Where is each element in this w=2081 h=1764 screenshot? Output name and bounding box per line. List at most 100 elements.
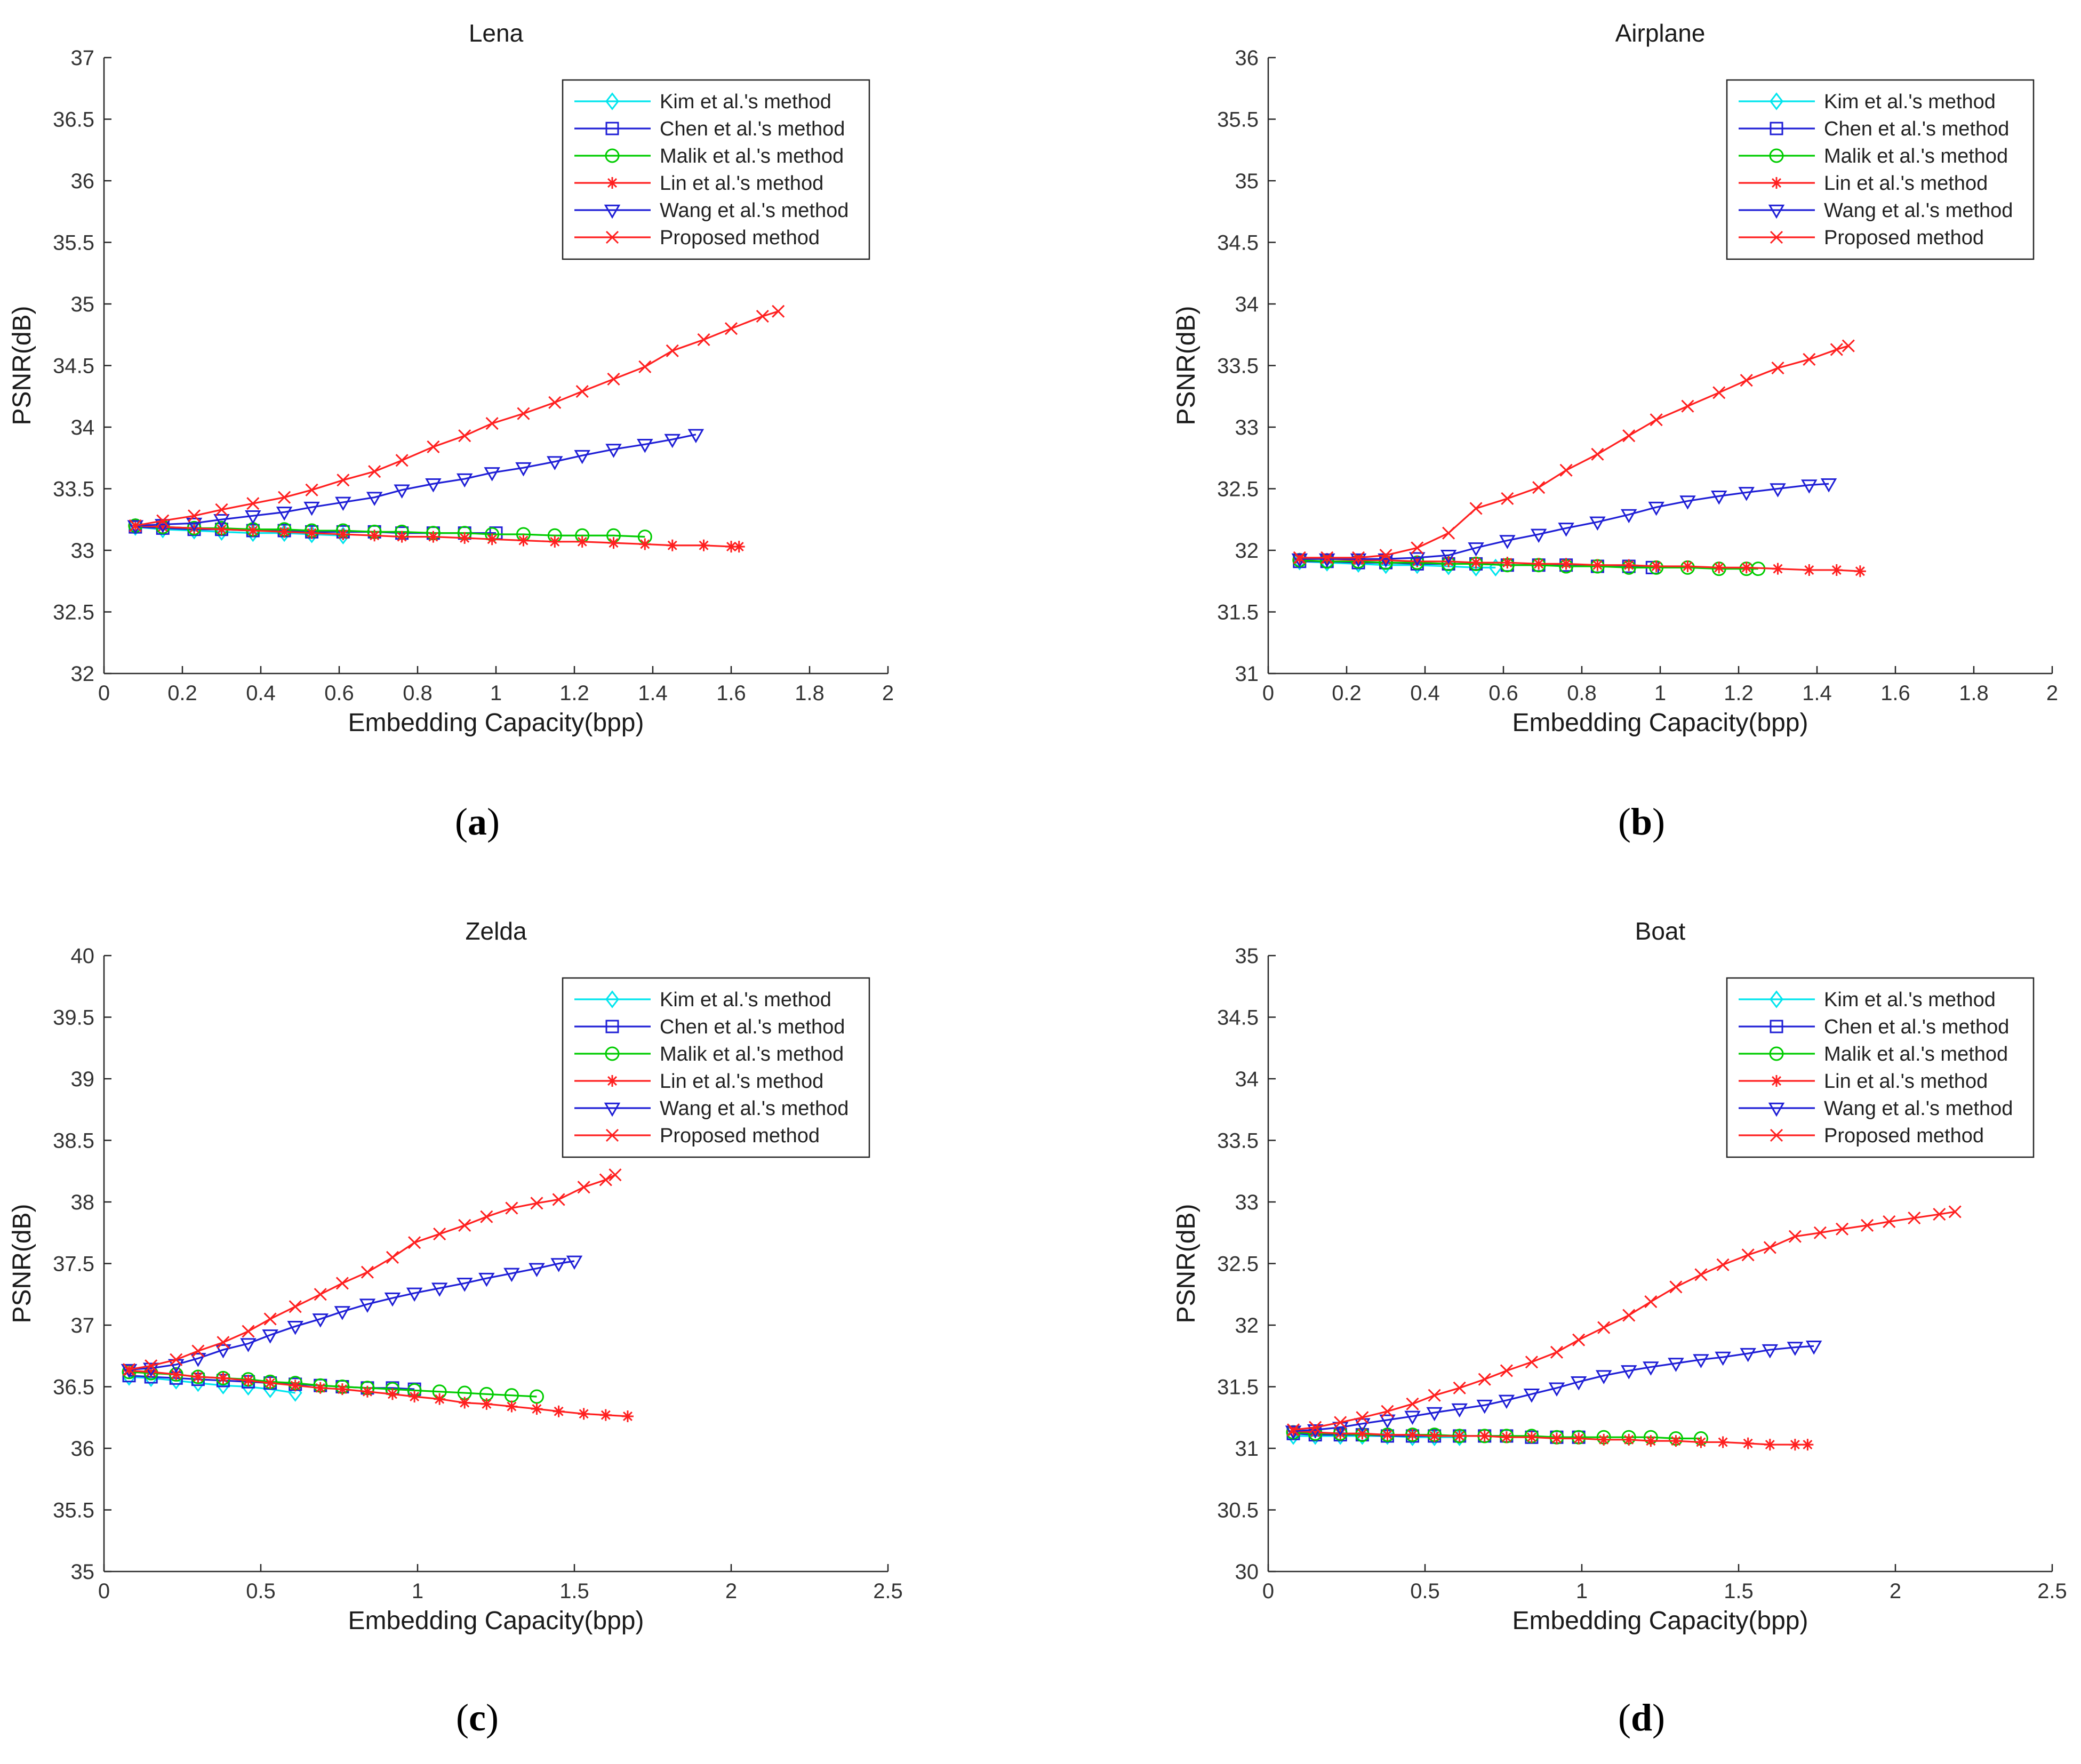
data-point xyxy=(217,1372,229,1384)
data-point xyxy=(246,497,260,510)
series-line xyxy=(135,525,645,538)
y-tick-label: 36.5 xyxy=(53,1376,94,1399)
data-point xyxy=(1622,429,1636,443)
series-3 xyxy=(123,1365,634,1422)
data-point xyxy=(1406,1429,1419,1441)
legend-label: Proposed method xyxy=(660,227,820,249)
data-point xyxy=(1501,492,1514,506)
data-point xyxy=(576,535,588,548)
x-tick-label: 0.8 xyxy=(1567,681,1597,705)
data-point xyxy=(698,539,710,551)
x-tick-label: 1.6 xyxy=(716,681,746,705)
data-point xyxy=(121,1364,138,1378)
x-tick-label: 0.4 xyxy=(1410,681,1440,705)
data-point xyxy=(1500,1431,1512,1444)
data-point xyxy=(1669,1280,1683,1294)
data-point xyxy=(607,537,620,549)
data-point xyxy=(123,1365,135,1377)
data-point xyxy=(1712,386,1726,399)
data-point xyxy=(1679,495,1696,510)
data-point xyxy=(1742,1437,1754,1449)
y-tick-label: 39.5 xyxy=(53,1006,94,1030)
y-tick-label: 33.5 xyxy=(1217,355,1259,378)
y-tick-label: 34.5 xyxy=(53,355,94,378)
data-point xyxy=(1694,1268,1708,1281)
legend-label: Wang et al.'s method xyxy=(1824,1097,2013,1120)
y-tick-label: 32.5 xyxy=(1217,478,1259,501)
chart-panel-lena: 0 0.2 0.4 0.6 0.8 1 1.2 1.4 1.6 1.8 2 32 32.5 33 33.5 3… xyxy=(8,19,894,843)
data-point xyxy=(566,1255,583,1270)
data-point xyxy=(1406,1397,1419,1410)
data-point xyxy=(1533,558,1545,570)
legend-label: Malik et al.'s method xyxy=(1824,1043,2008,1065)
data-point xyxy=(186,517,203,532)
data-point xyxy=(303,501,320,516)
data-point xyxy=(1835,1222,1849,1236)
chart-title: Boat xyxy=(1635,917,1686,945)
legend-label: Proposed method xyxy=(660,1125,820,1147)
y-tick-label: 35.5 xyxy=(1217,108,1259,132)
panel-caption: (a) xyxy=(455,800,500,843)
data-point xyxy=(384,1292,401,1307)
data-point xyxy=(1643,1361,1659,1376)
legend-marker xyxy=(605,122,619,135)
data-point xyxy=(431,1282,448,1297)
data-point xyxy=(1293,551,1306,564)
data-point xyxy=(1428,1389,1441,1402)
x-tick-label: 0.6 xyxy=(324,681,354,705)
data-point xyxy=(335,1277,349,1290)
legend-marker xyxy=(1769,148,1784,163)
x-tick-label: 2.5 xyxy=(873,1579,903,1603)
data-point xyxy=(503,1268,520,1282)
data-point xyxy=(170,1353,183,1366)
data-point xyxy=(1550,1432,1563,1445)
y-tick-label: 39 xyxy=(71,1068,95,1091)
legend-label: Malik et al.'s method xyxy=(660,145,844,167)
data-point xyxy=(1803,352,1816,366)
data-point xyxy=(609,1168,622,1182)
data-point xyxy=(1411,541,1424,555)
data-point xyxy=(1883,1215,1896,1229)
legend-marker xyxy=(1769,1046,1784,1061)
data-point xyxy=(359,1298,376,1313)
legend-marker xyxy=(604,1102,621,1117)
data-point xyxy=(213,514,230,528)
data-point xyxy=(531,1403,543,1415)
y-tick-label: 35 xyxy=(1235,170,1259,193)
data-point xyxy=(639,538,651,550)
y-tick-label: 37 xyxy=(71,46,95,70)
data-point xyxy=(1352,554,1365,566)
panel-caption-letter: d xyxy=(1631,1696,1652,1739)
x-tick-label: 0.8 xyxy=(403,681,433,705)
legend-marker xyxy=(605,148,620,163)
data-point xyxy=(433,1227,446,1241)
data-point xyxy=(1716,1258,1730,1271)
data-point xyxy=(697,333,710,347)
legend-marker xyxy=(1770,230,1783,244)
x-tick-label: 0 xyxy=(98,681,110,705)
y-tick-label: 38 xyxy=(71,1191,95,1214)
y-tick-label: 34.5 xyxy=(1217,231,1259,255)
data-point xyxy=(187,509,201,523)
data-point xyxy=(240,1338,257,1352)
data-point xyxy=(1404,1410,1421,1425)
legend-label: Lin et al.'s method xyxy=(1824,1070,1988,1093)
data-point xyxy=(505,1201,518,1215)
data-point xyxy=(480,1210,493,1223)
data-point xyxy=(1530,528,1547,543)
chart-title: Lena xyxy=(469,19,524,47)
data-point xyxy=(529,1389,544,1404)
data-point xyxy=(1573,1432,1585,1445)
x-tick-label: 1 xyxy=(1654,681,1666,705)
x-tick-label: 2 xyxy=(1890,1579,1901,1603)
series-line xyxy=(1299,345,1849,559)
panel-caption: (d) xyxy=(1618,1696,1665,1739)
data-point xyxy=(312,1313,329,1328)
legend: Kim et al.'s method Chen et al.'s method M… xyxy=(562,79,870,260)
data-point xyxy=(1772,563,1784,575)
data-point xyxy=(278,526,291,538)
legend-label: Proposed method xyxy=(1824,227,1984,249)
data-point xyxy=(1741,1248,1755,1262)
data-point xyxy=(605,444,622,458)
y-axis-label: PSNR(dB) xyxy=(1172,1204,1200,1323)
